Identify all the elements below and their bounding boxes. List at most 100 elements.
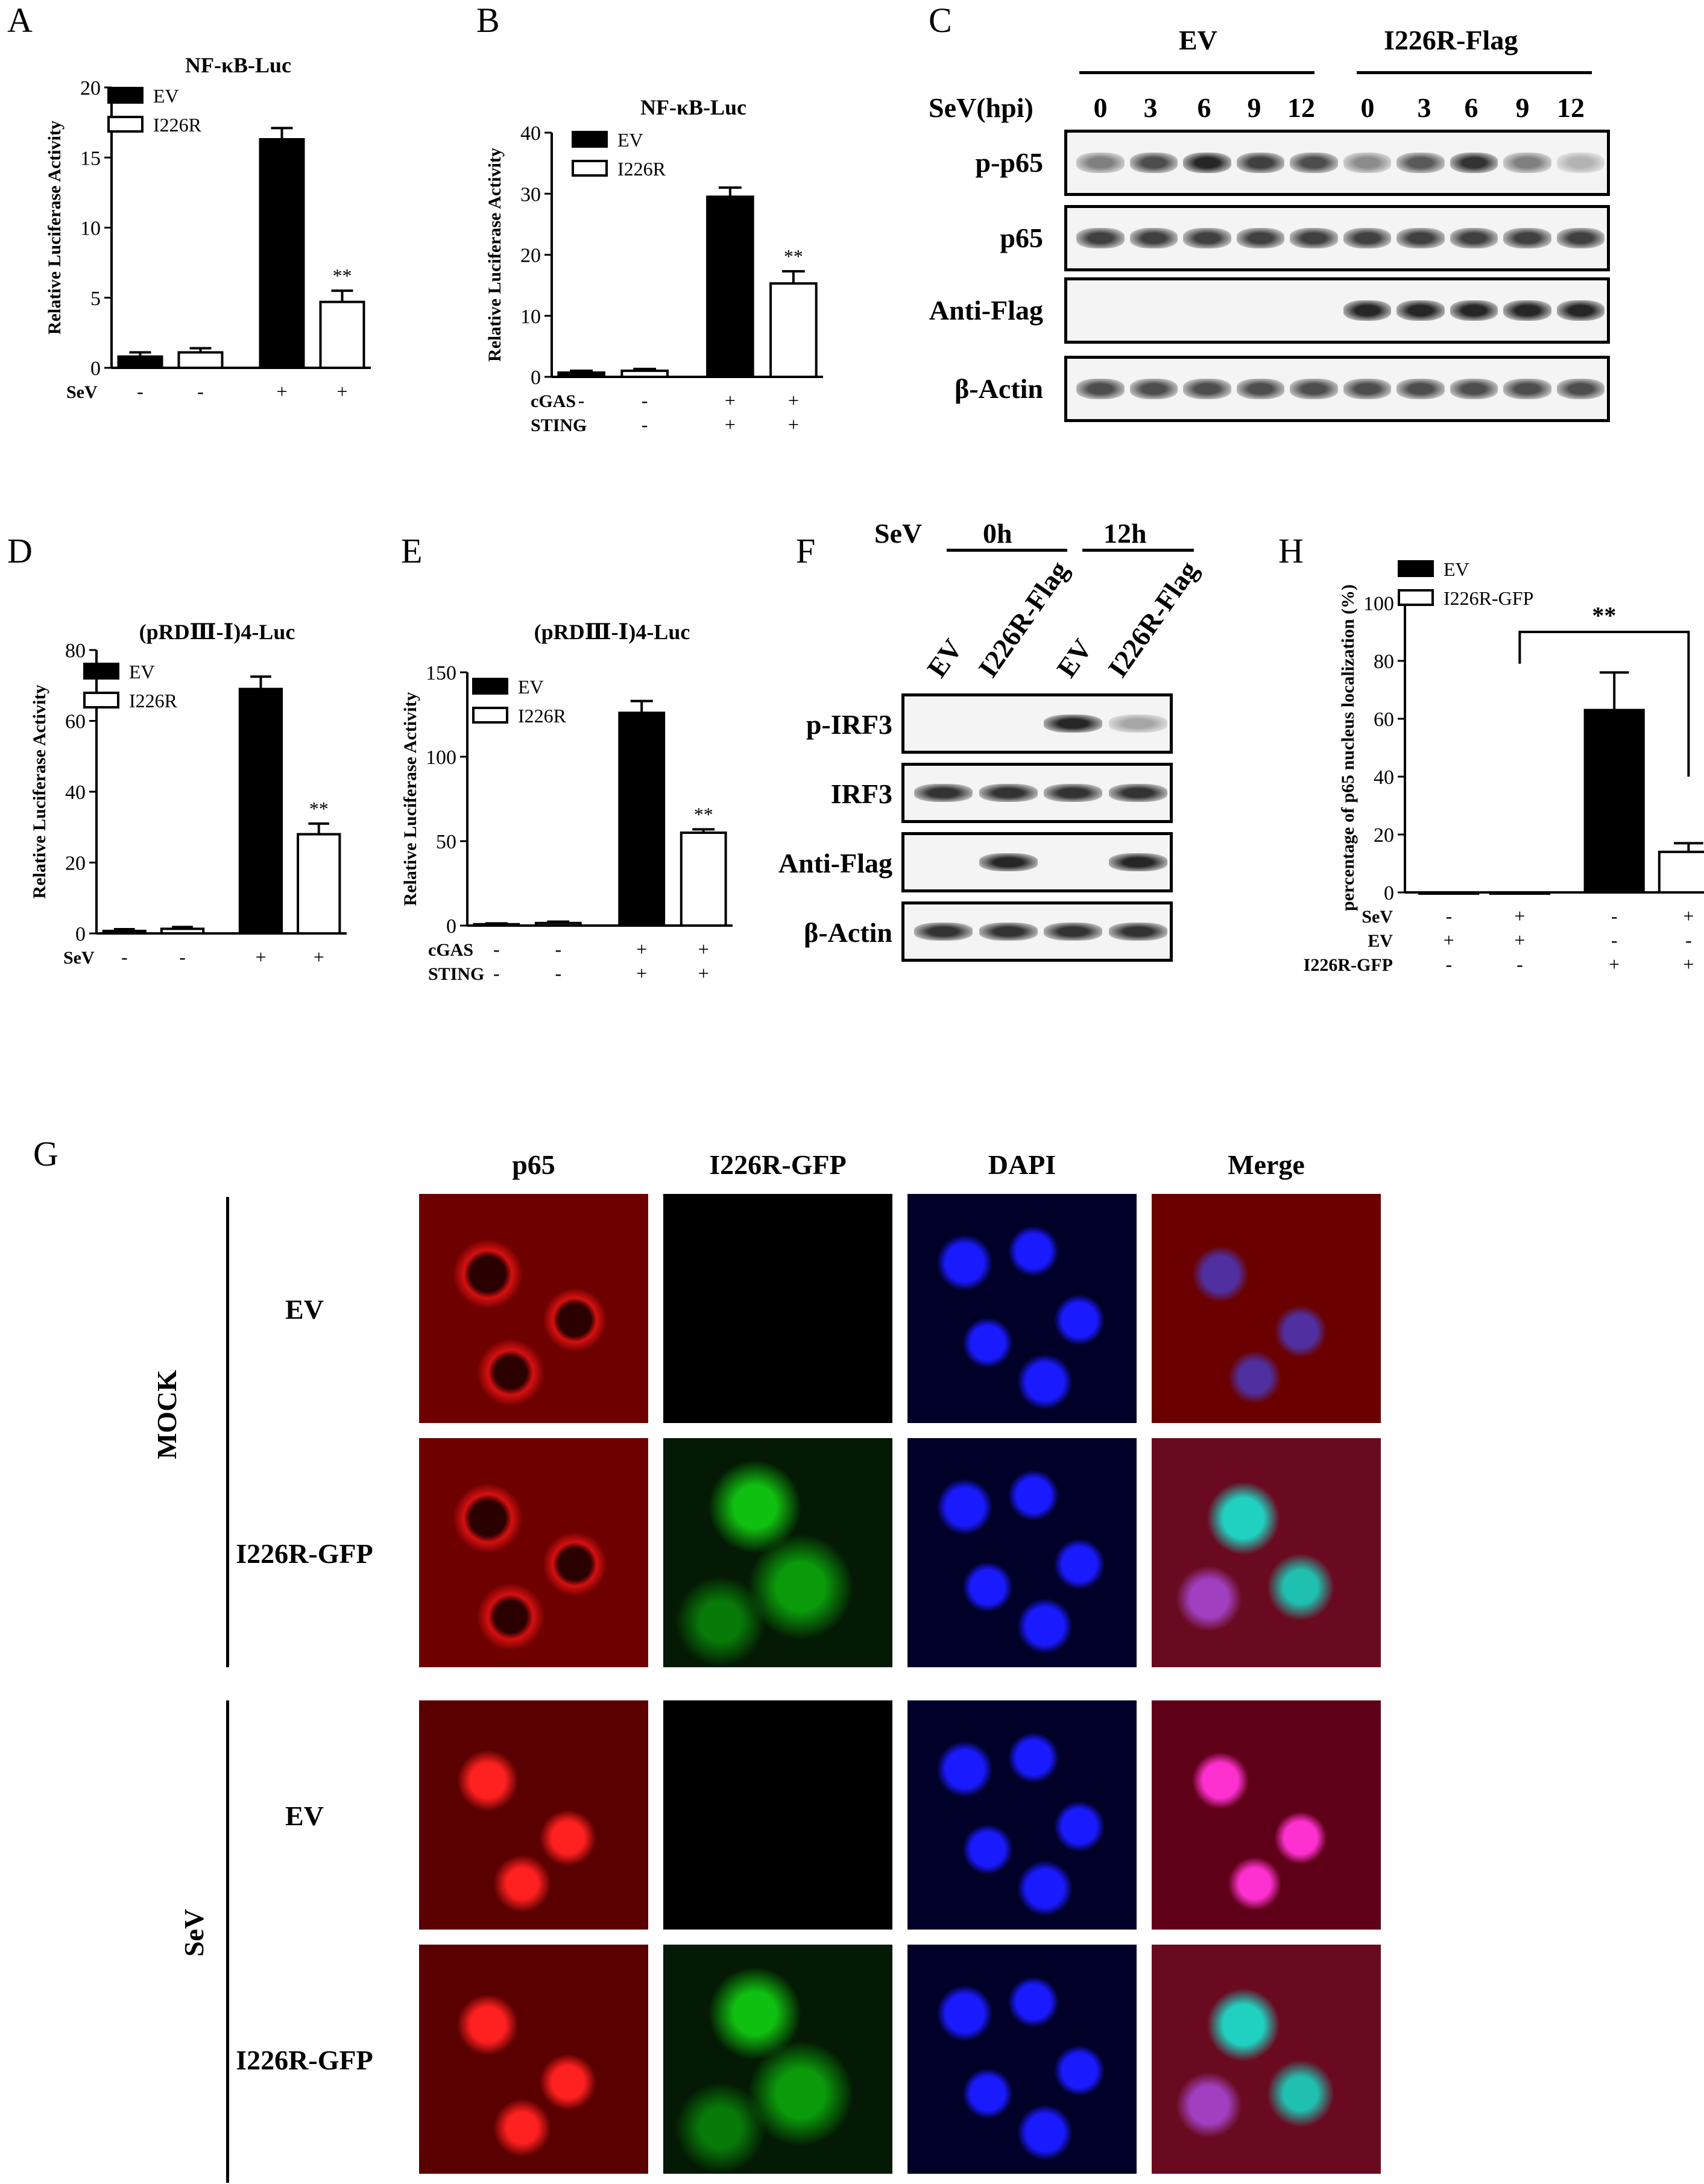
band (1450, 300, 1498, 321)
y-tick-label: 5 (90, 288, 101, 310)
condition-label: STING (531, 415, 587, 434)
micrograph-p65 (419, 1945, 648, 2174)
chart-b: 0 10 20 30 40 Relative Luciferase Activity NF-… (485, 95, 823, 434)
lane-label: 3 (1417, 92, 1431, 123)
significance-label: ** (694, 803, 713, 825)
blot-p65 (1064, 205, 1610, 271)
condition-value: - (137, 380, 144, 402)
lane-label: 6 (1464, 92, 1478, 123)
condition-value: + (1609, 953, 1620, 975)
band (1450, 228, 1498, 248)
bar (297, 833, 341, 935)
lane-label: 0 (1093, 92, 1108, 123)
lane-label: 0 (1360, 92, 1375, 123)
lane-label: 9 (1515, 92, 1530, 123)
condition-value: - (493, 962, 500, 984)
band (1556, 300, 1605, 321)
condition-label: SeV (1362, 907, 1393, 927)
legend-label: I226R (129, 690, 178, 712)
y-tick-label: 0 (75, 923, 86, 945)
blot-p-irf3 (901, 693, 1173, 754)
chart-d: 0 20 40 60 80 Relative Luciferase Activity (pR… (30, 620, 347, 968)
condition-label: I226R-GFP (1304, 955, 1393, 975)
condition-value: - (642, 390, 648, 411)
band (1450, 153, 1498, 173)
band (914, 923, 973, 941)
timepoint-0h: 0h (983, 518, 1012, 549)
group-label-mock: MOCK (151, 1369, 182, 1459)
panel-label-c: C (929, 1, 952, 40)
timepoint-line-0h (947, 549, 1067, 552)
y-axis-label: Relative Luciferase Activity (485, 148, 505, 362)
y-tick-label: 0 (446, 915, 456, 938)
bar (680, 832, 727, 927)
group-header-i226r-flag: I226R-Flag (1384, 25, 1518, 55)
column-header: DAPI (988, 1149, 1056, 1180)
condition-value: + (636, 938, 647, 960)
lane-label: 3 (1143, 92, 1158, 123)
group-line-ev (1079, 71, 1314, 74)
condition-value: + (1514, 905, 1525, 927)
band (979, 923, 1038, 941)
band (1290, 153, 1338, 173)
legend-swatch (472, 678, 508, 695)
y-tick-label: 60 (1374, 709, 1394, 731)
condition-value: + (725, 414, 736, 434)
column-header: p65 (512, 1149, 555, 1180)
band (1290, 228, 1338, 248)
blot-label: p65 (1000, 223, 1043, 253)
condition-value: - (1611, 929, 1618, 951)
micrograph-dapi (907, 1945, 1137, 2174)
band (1290, 379, 1338, 399)
row-label: EV (285, 1801, 324, 1831)
row-label: I226R-GFP (236, 1538, 373, 1569)
condition-value: - (555, 938, 561, 960)
condition-value: + (1683, 905, 1694, 927)
chart-title: (pRDⅢ-Ⅰ)4-Luc (139, 620, 295, 644)
band (1183, 153, 1231, 173)
bar (1658, 850, 1704, 894)
micrograph-i226r-gfp (663, 1700, 892, 1930)
condition-label: STING (428, 964, 484, 984)
y-tick-label: 50 (436, 831, 456, 853)
y-tick-label: 80 (65, 640, 86, 662)
band (914, 784, 973, 802)
condition-value: - (121, 946, 128, 968)
condition-value: - (1611, 905, 1618, 927)
band (1076, 379, 1125, 399)
band (1108, 715, 1167, 733)
significance-label: ** (1592, 602, 1616, 629)
y-tick-label: 10 (520, 306, 541, 328)
row-label: EV (285, 1294, 324, 1325)
y-tick-label: 15 (80, 147, 101, 169)
blot-anti-flag (901, 832, 1173, 892)
condition-value: - (555, 962, 561, 984)
y-tick-label: 40 (65, 781, 86, 804)
y-tick-label: 20 (1374, 824, 1394, 847)
condition-value: + (336, 380, 347, 402)
condition-value: + (1514, 929, 1525, 951)
y-tick-label: 20 (520, 245, 541, 267)
micrograph-p65 (419, 1700, 648, 1930)
group-header-ev: EV (1179, 25, 1217, 55)
blot-label: p-p65 (975, 147, 1043, 178)
band (1236, 153, 1285, 173)
timepoint-12h: 12h (1103, 518, 1147, 549)
column-header: Merge (1228, 1149, 1305, 1180)
condition-value: - (578, 414, 585, 434)
condition-value: - (1685, 929, 1692, 951)
significance-bracket (1518, 631, 1690, 777)
panel-label-h: H (1278, 531, 1304, 570)
condition-value: - (578, 390, 585, 411)
group-label-sev: SeV (178, 1908, 209, 1957)
micrograph-p65 (419, 1438, 648, 1667)
condition-value: + (314, 946, 324, 968)
chart-title: (pRDⅢ-Ⅰ)4-Luc (534, 620, 690, 644)
micrograph-i226r-gfp (663, 1945, 892, 2174)
condition-label: cGAS (428, 940, 473, 960)
y-axis-label: Relative Luciferase Activity (45, 121, 65, 335)
blot-p-p65 (1064, 130, 1610, 196)
legend-label: I226R (153, 114, 202, 136)
band (1236, 228, 1285, 248)
condition-value: + (788, 414, 799, 434)
